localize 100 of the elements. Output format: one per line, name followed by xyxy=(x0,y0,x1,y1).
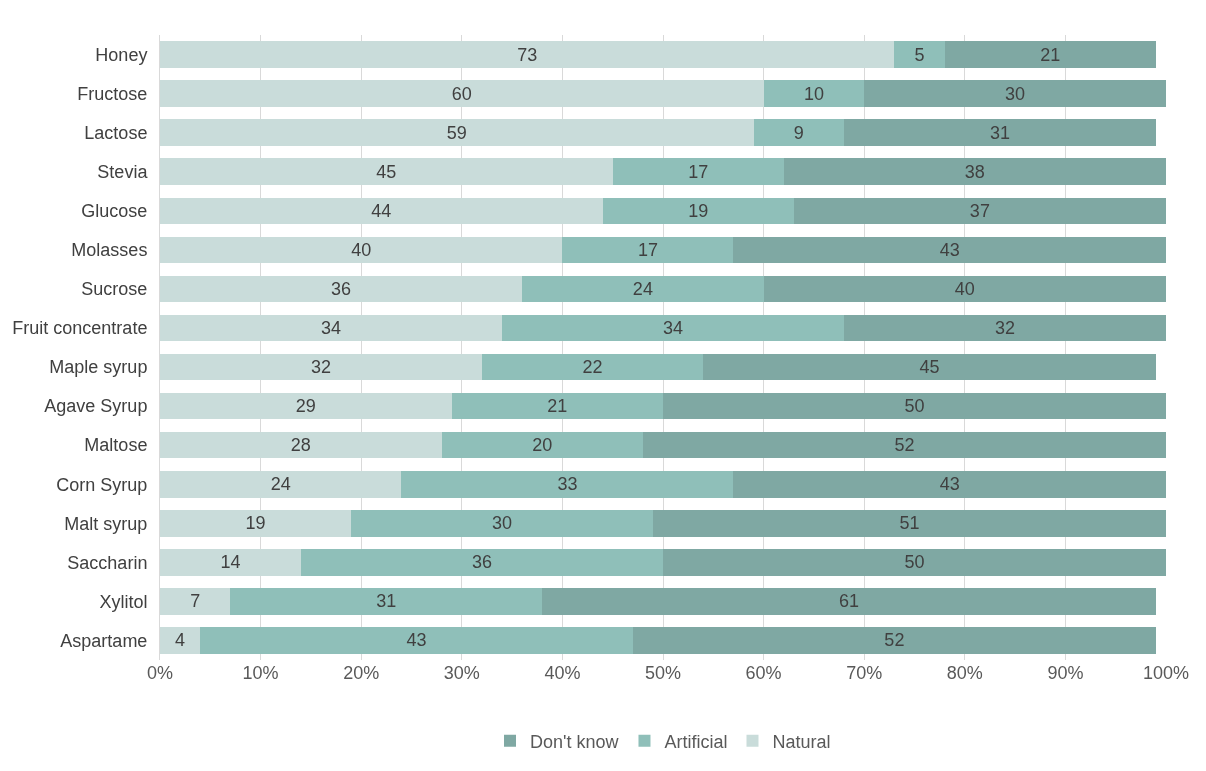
bar xyxy=(160,275,523,303)
legend-label: Artificial xyxy=(664,731,728,752)
legend-label: Natural xyxy=(772,731,831,752)
data-label: 60 xyxy=(451,83,472,104)
data-label: 9 xyxy=(793,122,804,143)
y-tick-label: Glucose xyxy=(81,201,148,222)
bar xyxy=(451,392,663,420)
data-label: 40 xyxy=(954,278,975,299)
data-label: 36 xyxy=(471,552,492,573)
bar xyxy=(160,510,352,537)
bar xyxy=(401,470,734,498)
data-label: 30 xyxy=(1005,83,1026,104)
y-tick-label: Maple syrup xyxy=(49,357,148,378)
bar xyxy=(160,80,764,107)
bar xyxy=(844,314,1166,342)
bar xyxy=(542,588,1156,615)
bar xyxy=(944,41,1156,68)
bar xyxy=(703,353,1156,381)
x-tick-label: 20% xyxy=(343,663,380,683)
x-tick-label: 100% xyxy=(1142,663,1190,683)
bar xyxy=(160,588,231,615)
legend-label: Don't know xyxy=(530,731,620,752)
y-tick-label: Fructose xyxy=(77,83,148,104)
bar xyxy=(502,314,845,342)
data-label: 21 xyxy=(1040,44,1061,65)
bar xyxy=(481,353,704,381)
bar xyxy=(602,197,794,225)
bar xyxy=(200,627,633,654)
data-label: 24 xyxy=(270,474,291,495)
y-tick-label: Xylitol xyxy=(99,591,148,612)
y-tick-label: Corn Syrup xyxy=(56,474,148,495)
bar xyxy=(522,275,764,303)
bar xyxy=(763,275,1166,303)
data-label: 17 xyxy=(688,161,709,182)
data-label: 19 xyxy=(245,513,266,534)
bar xyxy=(663,392,1166,420)
data-label: 5 xyxy=(914,44,925,65)
bar xyxy=(864,80,1166,107)
data-label: 50 xyxy=(904,552,925,573)
data-label: 30 xyxy=(492,513,513,534)
data-label: 20 xyxy=(532,435,553,456)
data-label: 45 xyxy=(376,161,397,182)
y-tick-label: Molasses xyxy=(71,240,148,261)
data-label: 40 xyxy=(351,239,372,260)
bar xyxy=(632,627,1156,654)
data-label: 31 xyxy=(376,591,397,612)
bar xyxy=(160,470,402,498)
data-label: 52 xyxy=(884,630,905,651)
y-tick-label: Malt syrup xyxy=(64,513,148,534)
bar xyxy=(894,41,945,68)
bar xyxy=(160,392,452,420)
data-label: 51 xyxy=(899,513,920,534)
bar xyxy=(652,510,1166,537)
data-label: 45 xyxy=(919,357,940,378)
x-tick-label: 40% xyxy=(544,663,581,683)
bar xyxy=(351,510,653,537)
bar xyxy=(793,197,1166,225)
data-label: 7 xyxy=(190,591,201,612)
data-label: 21 xyxy=(547,396,568,417)
data-label: 43 xyxy=(939,239,960,260)
bar xyxy=(160,158,613,185)
bar xyxy=(733,470,1166,498)
data-label: 59 xyxy=(446,122,467,143)
x-tick-label: 30% xyxy=(443,663,480,683)
data-label: 33 xyxy=(557,474,578,495)
data-label: 34 xyxy=(663,317,684,338)
bar xyxy=(300,549,663,576)
data-label: 17 xyxy=(637,239,658,260)
bar xyxy=(783,158,1166,185)
data-label: 19 xyxy=(688,200,709,221)
bar xyxy=(230,588,543,615)
bar xyxy=(844,119,1156,146)
bar xyxy=(160,197,603,225)
bar xyxy=(763,80,865,107)
bar xyxy=(612,158,784,185)
y-tick-label: Aspartame xyxy=(60,630,148,651)
bar xyxy=(160,236,563,264)
bar xyxy=(642,431,1166,459)
bar xyxy=(160,41,895,68)
x-tick-label: 50% xyxy=(644,663,682,683)
data-label: 50 xyxy=(904,396,925,417)
x-tick-label: 0% xyxy=(146,663,174,683)
data-label: 52 xyxy=(894,435,915,456)
data-label: 32 xyxy=(995,317,1016,338)
bar xyxy=(160,353,482,381)
y-tick-label: Stevia xyxy=(97,162,149,183)
data-label: 31 xyxy=(989,122,1011,143)
bar xyxy=(160,549,301,576)
data-label: 29 xyxy=(295,396,316,417)
y-tick-label: Honey xyxy=(95,44,148,65)
x-tick-label: 70% xyxy=(846,663,883,683)
data-label: 43 xyxy=(406,630,427,651)
data-label: 14 xyxy=(220,552,241,573)
data-label: 10 xyxy=(803,83,824,104)
y-tick-label: Sucrose xyxy=(81,279,148,300)
data-label: 38 xyxy=(964,161,985,182)
y-tick-label: Fruit concentrate xyxy=(12,318,148,339)
x-tick-label: 60% xyxy=(745,663,782,683)
bar xyxy=(562,236,734,264)
data-label: 22 xyxy=(582,357,603,378)
